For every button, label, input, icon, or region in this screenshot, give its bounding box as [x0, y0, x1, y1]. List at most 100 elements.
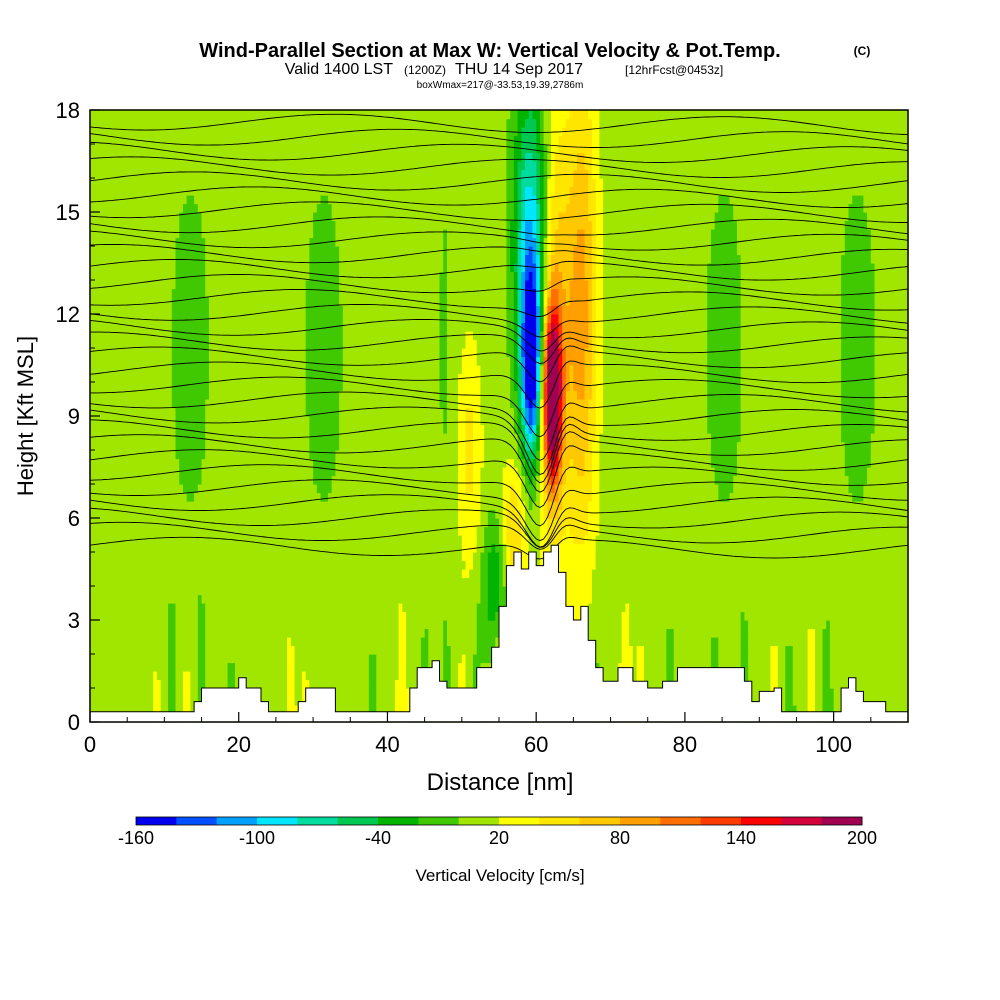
velocity-cell	[93, 458, 99, 468]
velocity-cell	[116, 586, 121, 596]
velocity-cell	[123, 475, 128, 485]
velocity-cell	[104, 186, 110, 196]
velocity-cell	[301, 220, 307, 230]
velocity-cell	[216, 424, 221, 434]
velocity-cell	[145, 577, 151, 587]
velocity-cell	[142, 339, 147, 349]
velocity-cell	[231, 518, 236, 528]
velocity-cell	[283, 203, 288, 213]
velocity-cell	[346, 688, 351, 698]
velocity-cell	[268, 331, 273, 341]
velocity-cell	[287, 416, 292, 426]
velocity-cell	[261, 654, 266, 664]
velocity-cell	[119, 594, 125, 604]
velocity-cell	[134, 297, 139, 307]
velocity-cell	[235, 390, 240, 400]
velocity-cell	[272, 382, 277, 392]
velocity-cell	[182, 135, 188, 145]
velocity-cell	[93, 382, 99, 392]
velocity-cell	[290, 509, 296, 519]
velocity-cell	[301, 203, 307, 213]
velocity-cell	[175, 144, 180, 154]
velocity-cell	[197, 331, 203, 341]
velocity-cell	[313, 263, 318, 273]
velocity-cell	[305, 501, 310, 511]
velocity-cell	[164, 552, 169, 562]
velocity-cell	[119, 645, 125, 655]
velocity-cell	[179, 671, 184, 681]
velocity-cell	[197, 628, 203, 638]
velocity-cell	[101, 577, 106, 587]
velocity-cell	[93, 535, 99, 545]
velocity-cell	[160, 246, 165, 256]
velocity-cell	[309, 212, 314, 222]
velocity-cell	[145, 450, 151, 460]
velocity-cell	[127, 144, 132, 154]
velocity-cell	[313, 382, 318, 392]
velocity-cell	[97, 679, 102, 689]
velocity-cell	[339, 450, 344, 460]
velocity-cell	[246, 382, 251, 392]
velocity-cell	[227, 254, 232, 264]
velocity-cell	[261, 305, 266, 315]
velocity-cell	[298, 110, 303, 120]
velocity-cell	[123, 373, 128, 383]
velocity-cell	[231, 458, 236, 468]
velocity-cell	[231, 390, 236, 400]
velocity-cell	[342, 518, 348, 528]
velocity-cell	[116, 135, 121, 145]
velocity-cell	[335, 144, 340, 154]
velocity-cell	[316, 314, 322, 324]
velocity-cell	[235, 416, 240, 426]
velocity-cell	[249, 356, 255, 366]
velocity-cell	[179, 705, 184, 715]
velocity-cell	[279, 178, 284, 188]
velocity-cell	[231, 305, 236, 315]
velocity-cell	[208, 161, 214, 171]
velocity-cell	[227, 492, 232, 502]
velocity-cell	[134, 543, 139, 553]
velocity-cell	[313, 203, 318, 213]
velocity-cell	[205, 577, 210, 587]
velocity-cell	[290, 671, 296, 681]
velocity-cell	[194, 543, 199, 553]
velocity-cell	[112, 441, 117, 451]
velocity-cell	[175, 501, 180, 511]
velocity-cell	[327, 161, 333, 171]
velocity-cell	[290, 280, 296, 290]
velocity-cell	[101, 127, 106, 137]
velocity-cell	[112, 509, 117, 519]
velocity-cell	[223, 314, 229, 324]
velocity-cell	[164, 492, 169, 502]
velocity-cell	[249, 535, 255, 545]
velocity-cell	[309, 603, 314, 613]
velocity-cell	[268, 186, 273, 196]
velocity-cell	[190, 305, 195, 315]
velocity-cell	[231, 492, 236, 502]
velocity-cell	[186, 254, 191, 264]
velocity-cell	[160, 654, 165, 664]
velocity-cell	[201, 458, 206, 468]
velocity-cell	[290, 416, 296, 426]
velocity-cell	[108, 220, 113, 230]
velocity-cell	[313, 118, 318, 128]
velocity-cell	[156, 637, 162, 647]
velocity-cell	[301, 382, 307, 392]
velocity-cell	[324, 263, 329, 273]
velocity-cell	[264, 611, 270, 621]
velocity-cell	[190, 399, 195, 409]
velocity-cell	[197, 475, 203, 485]
velocity-cell	[212, 246, 218, 256]
velocity-cell	[130, 297, 136, 307]
velocity-cell	[145, 195, 151, 205]
velocity-cell	[164, 645, 169, 655]
velocity-cell	[331, 441, 336, 451]
velocity-cell	[331, 203, 336, 213]
subtitle-main: Valid 1400 LST	[285, 61, 393, 78]
velocity-cell	[138, 501, 143, 511]
velocity-cell	[142, 637, 147, 647]
velocity-cell	[313, 645, 318, 655]
velocity-cell	[90, 161, 95, 171]
velocity-cell	[298, 212, 303, 222]
velocity-cell	[119, 339, 125, 349]
